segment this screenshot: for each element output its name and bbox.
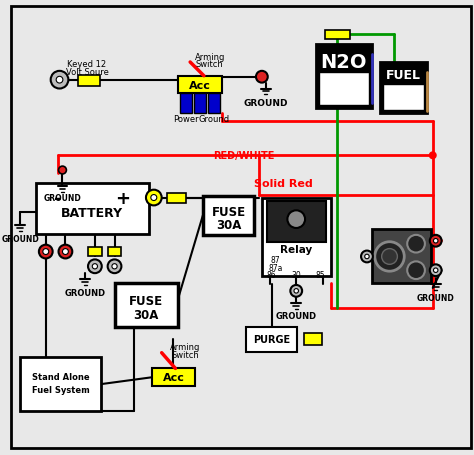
Circle shape	[43, 249, 49, 255]
Text: BATTERY: BATTERY	[61, 206, 123, 219]
Circle shape	[375, 242, 404, 272]
Bar	[20, 357, 101, 411]
Text: Acc: Acc	[163, 373, 184, 383]
Circle shape	[56, 77, 63, 84]
Bar	[325, 30, 350, 40]
Text: +: +	[115, 189, 130, 207]
Bar	[88, 247, 102, 257]
Text: Switch: Switch	[196, 61, 224, 69]
Circle shape	[256, 72, 268, 83]
Circle shape	[59, 167, 66, 175]
Bar	[208, 94, 219, 114]
Circle shape	[39, 245, 53, 259]
Circle shape	[146, 190, 162, 206]
Bar	[319, 73, 369, 106]
Bar	[203, 196, 254, 235]
Circle shape	[430, 265, 442, 277]
Bar	[178, 76, 221, 94]
Circle shape	[92, 264, 98, 269]
Bar	[180, 94, 192, 114]
Bar	[372, 229, 431, 283]
Text: GROUND: GROUND	[417, 293, 455, 303]
Text: Fuel System: Fuel System	[32, 385, 90, 394]
Circle shape	[88, 260, 102, 273]
Circle shape	[63, 249, 68, 255]
Circle shape	[382, 249, 397, 265]
Text: 30A: 30A	[216, 218, 241, 231]
Circle shape	[361, 251, 373, 263]
Text: 85: 85	[316, 270, 326, 279]
Text: 30: 30	[292, 270, 301, 279]
Bar	[267, 202, 326, 243]
Bar	[316, 45, 372, 109]
Text: 86: 86	[267, 270, 276, 279]
Text: GROUND: GROUND	[1, 235, 39, 244]
Circle shape	[151, 195, 157, 201]
Circle shape	[291, 285, 302, 297]
Text: Solid Red: Solid Red	[254, 178, 313, 188]
Text: 30A: 30A	[133, 308, 159, 321]
Text: RED/WHITE: RED/WHITE	[213, 151, 275, 161]
Text: PURGE: PURGE	[253, 334, 290, 344]
Bar	[262, 198, 330, 277]
Text: Arming: Arming	[170, 343, 201, 352]
Bar	[108, 247, 121, 257]
Bar	[78, 76, 100, 86]
Circle shape	[433, 239, 438, 243]
Bar	[166, 193, 186, 204]
Bar	[194, 94, 206, 114]
Text: Stand Alone: Stand Alone	[32, 372, 89, 381]
Circle shape	[59, 245, 73, 259]
Circle shape	[433, 268, 438, 273]
Text: -: -	[54, 189, 61, 207]
Text: Volt Soure: Volt Soure	[65, 68, 109, 77]
Circle shape	[430, 153, 436, 159]
Circle shape	[112, 264, 117, 269]
Bar	[246, 328, 297, 352]
Bar	[380, 63, 427, 114]
Text: Switch: Switch	[172, 350, 199, 359]
Circle shape	[287, 211, 305, 228]
Circle shape	[108, 260, 121, 273]
Bar	[36, 183, 149, 234]
Text: 87a: 87a	[268, 263, 283, 272]
Text: GROUND: GROUND	[276, 311, 317, 320]
Text: N2O: N2O	[320, 53, 366, 72]
Text: Arming: Arming	[195, 52, 225, 61]
Text: GROUND: GROUND	[244, 99, 288, 107]
Text: GROUND: GROUND	[44, 194, 82, 202]
Text: 87: 87	[271, 255, 281, 264]
Bar	[383, 85, 424, 111]
Text: Power: Power	[173, 115, 199, 124]
Circle shape	[407, 262, 425, 279]
Text: FUSE: FUSE	[211, 205, 246, 218]
Circle shape	[365, 255, 369, 259]
Bar	[152, 369, 195, 386]
Bar	[304, 334, 322, 345]
Bar	[115, 283, 178, 328]
Circle shape	[294, 289, 299, 293]
Text: Relay: Relay	[280, 244, 312, 254]
Circle shape	[407, 235, 425, 253]
Text: FUEL: FUEL	[386, 69, 421, 82]
Circle shape	[430, 235, 442, 247]
Text: Acc: Acc	[189, 81, 211, 91]
Text: Ground: Ground	[198, 115, 229, 124]
Text: FUSE: FUSE	[129, 294, 163, 308]
Text: GROUND: GROUND	[64, 288, 106, 298]
Text: Keyed 12: Keyed 12	[67, 61, 107, 69]
Circle shape	[51, 72, 68, 89]
